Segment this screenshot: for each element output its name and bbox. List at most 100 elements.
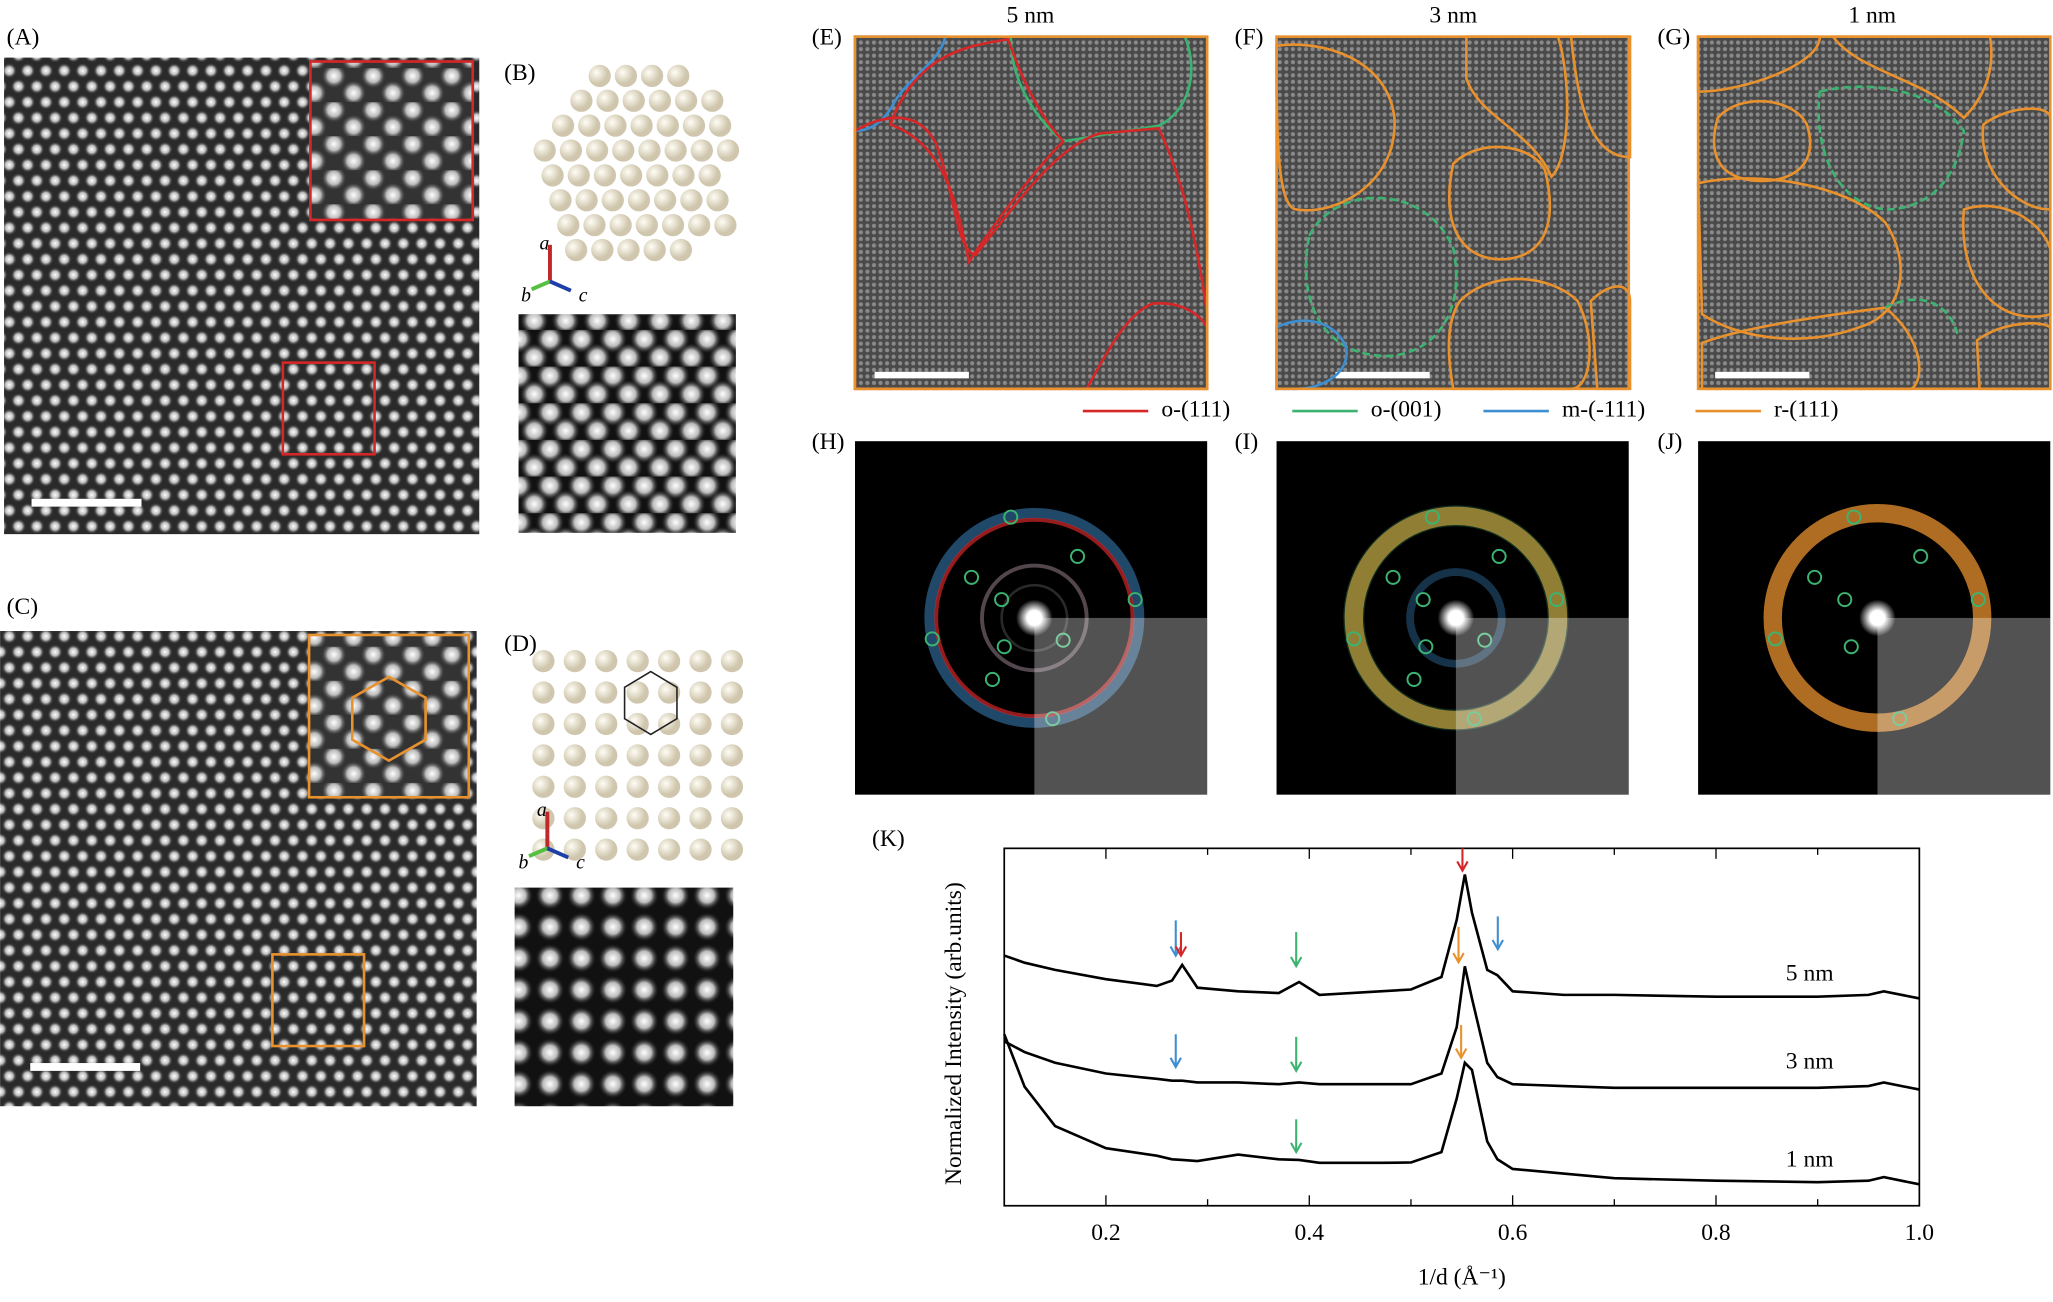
series-label: 1 nm [1786, 1147, 1834, 1173]
atom-sphere [622, 89, 645, 112]
atom-sphere [656, 114, 679, 137]
diffraction-spot [1843, 639, 1859, 655]
panel-label: (D) [504, 631, 537, 657]
atom-sphere [706, 189, 729, 212]
diffraction-spot [1385, 569, 1401, 585]
x-tick-label: 1.0 [1905, 1220, 1934, 1246]
axis-name: a [537, 800, 547, 821]
atom-sphere [672, 164, 695, 187]
atom-sphere [709, 114, 732, 137]
panel-label: (E) [812, 25, 842, 51]
atom-sphere [626, 650, 649, 673]
atom-sphere [575, 189, 598, 212]
diffraction-spot [1837, 592, 1853, 608]
atom-sphere [674, 89, 698, 112]
spectrum-line [1003, 874, 1920, 1000]
atom-sphere [563, 775, 586, 798]
atom-sphere [626, 807, 649, 830]
peak-arrow [1290, 956, 1303, 969]
atom-sphere [567, 164, 590, 187]
x-tick-label: 0.6 [1498, 1220, 1528, 1246]
panel-label: (I) [1235, 429, 1259, 455]
diffraction-spot [1418, 639, 1434, 655]
atom-sphere [541, 164, 564, 187]
panel-label: (A) [7, 25, 40, 51]
atom-sphere [595, 712, 618, 736]
atom-sphere [614, 64, 638, 88]
diffraction-spot [1346, 631, 1362, 647]
atom-sphere [720, 838, 744, 861]
spectrum-line [1003, 1033, 1920, 1186]
panel-label: (F) [1235, 25, 1264, 51]
atom-sphere [595, 744, 618, 767]
peak-arrow [1290, 1142, 1303, 1155]
simulated-image [514, 887, 734, 1107]
diffraction-spot [1477, 632, 1493, 648]
series-label: 3 nm [1786, 1048, 1834, 1074]
inset [307, 633, 471, 799]
diffraction-ring [1343, 505, 1569, 731]
grain-outline [888, 37, 1065, 266]
panel-title: 3 nm [1429, 2, 1477, 28]
grain-outline [1830, 35, 1993, 120]
atom-sphere [563, 681, 586, 704]
atom-sphere [532, 744, 555, 767]
diffraction-spot [1070, 548, 1086, 564]
atom-sphere [654, 189, 677, 212]
diffraction-ring [1406, 568, 1506, 668]
grain-outline [1884, 298, 1959, 335]
diffraction-spot [996, 639, 1012, 655]
diffraction-spot [1892, 711, 1908, 727]
atom-sphere [689, 712, 712, 736]
grain-outline [853, 116, 1209, 391]
atom-sphere [609, 214, 632, 237]
diffraction-ring [934, 517, 1135, 719]
quadrant-overlay [1877, 617, 2051, 795]
atom-sphere [657, 807, 681, 830]
legend-label: m-(-111) [1562, 396, 1645, 422]
diffraction-spot [963, 569, 980, 585]
diffraction-spot [1913, 548, 1929, 564]
grain-outline [1696, 177, 1902, 341]
hexagon [350, 675, 427, 763]
atom-sphere [720, 807, 744, 830]
axis-name: b [521, 286, 531, 307]
atom-sphere [720, 681, 744, 704]
diffraction-ring [1763, 504, 1992, 732]
atom-sphere [667, 64, 690, 88]
atom-sphere [559, 139, 583, 162]
atom-sphere [689, 775, 712, 798]
peak-arrow [1452, 952, 1465, 965]
atom-sphere [595, 807, 618, 830]
atom-sphere [588, 64, 611, 88]
atom-sphere [698, 164, 721, 187]
legend-label: o-(111) [1161, 396, 1230, 422]
image-frame [1696, 35, 2052, 391]
atom-sphere [657, 775, 681, 798]
atom-sphere [720, 744, 744, 767]
axis-arrow [546, 846, 570, 860]
diffraction-spot [994, 592, 1010, 608]
quadrant-overlay [1455, 617, 1629, 795]
grain-outline [853, 35, 947, 133]
diffraction-spot [1406, 671, 1422, 687]
atom-sphere [583, 214, 606, 237]
panel-title: 5 nm [1007, 2, 1055, 28]
atom-sphere [646, 164, 669, 187]
atom-sphere [626, 838, 649, 861]
inset [309, 60, 475, 222]
atom-sphere [720, 775, 744, 798]
atom-sphere [617, 238, 640, 262]
atom-sphere [595, 681, 618, 704]
atom-sphere [640, 64, 664, 88]
grain-outline [1696, 35, 1822, 93]
atom-sphere [557, 214, 580, 237]
atom-sphere [585, 139, 609, 162]
atom-sphere [630, 114, 653, 137]
atom-sphere [532, 712, 555, 736]
axis-arrow [549, 279, 572, 293]
diffraction-spot [924, 631, 940, 647]
axis-arrow [530, 279, 551, 292]
panel-label: (C) [7, 594, 38, 620]
grain-outline [1275, 43, 1396, 212]
